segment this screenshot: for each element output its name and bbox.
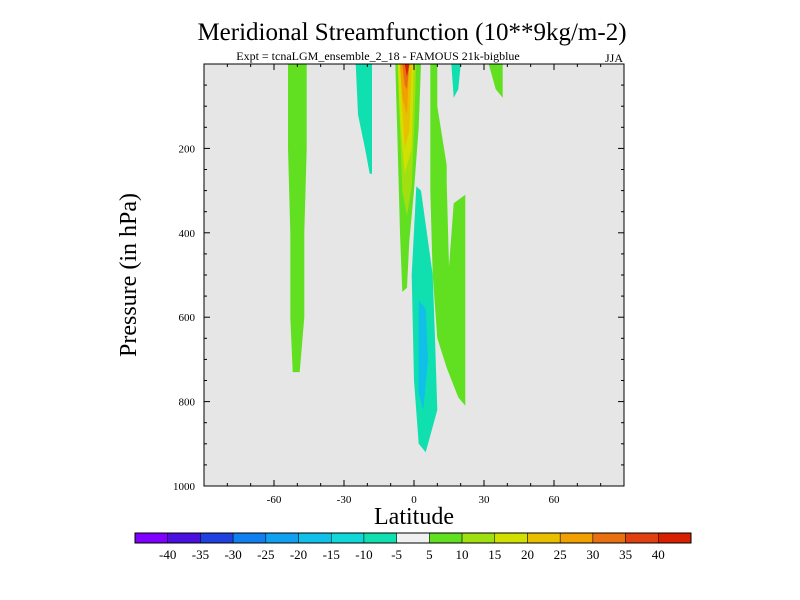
contour-green-cell-15n <box>430 64 466 406</box>
chart-title: Meridional Streamfunction (10**9kg/m-2) <box>197 19 626 46</box>
colorbar-frame <box>134 532 692 544</box>
colorbar-swatch <box>134 532 168 544</box>
colorbar-level-label: 5 <box>426 547 433 562</box>
colorbar-swatch <box>232 532 267 544</box>
y-axis-label: Pressure (in hPa) <box>116 193 142 357</box>
colorbar-swatch <box>298 532 332 544</box>
colorbar-level-label: 35 <box>619 547 632 562</box>
contour-cyan-cell-18n <box>451 64 461 98</box>
colorbar-swatch <box>200 532 234 544</box>
colorbar-level-label: -40 <box>159 547 176 562</box>
colorbar-level-label: -30 <box>224 547 241 562</box>
colorbar-swatch <box>330 532 365 544</box>
contour-negative-core-5n <box>418 300 428 410</box>
x-axis-label: Latitude <box>374 504 454 530</box>
colorbar-level-label: -10 <box>355 547 372 562</box>
colorbar-level-label: 40 <box>652 547 665 562</box>
contour-cyan-cell-25s <box>355 64 372 174</box>
season-label: JJA <box>605 51 623 65</box>
colorbar-swatch <box>167 532 201 544</box>
colorbar-swatch <box>559 532 594 544</box>
colorbar-level-label: -5 <box>391 547 402 562</box>
axes-layer: -60 -30 0 30 60 200 400 600 800 1000 <box>173 63 625 506</box>
colorbar-swatch <box>527 532 561 544</box>
colorbar: -40 -35 -30 -25 -20 -15 -10 -5 5 10 15 20 25 30 35 40 <box>134 532 692 562</box>
contour-green-cell-35n <box>488 64 503 98</box>
colorbar-level-label: 10 <box>456 547 469 562</box>
colorbar-swatch <box>461 532 496 544</box>
colorbar-swatch <box>396 532 430 544</box>
chart-subtitle: Expt = tcnaLGM_ensemble_2_18 - FAMOUS 21… <box>236 49 520 63</box>
colorbar-level-label: 15 <box>488 547 501 562</box>
colorbar-swatch <box>494 532 528 544</box>
colorbar-swatch <box>658 532 692 544</box>
colorbar-level-label: -15 <box>323 547 340 562</box>
y-tick-label: 200 <box>179 143 196 155</box>
y-tick-label: 400 <box>179 228 196 240</box>
x-tick-label: 30 <box>479 494 491 506</box>
colorbar-level-label: 25 <box>554 547 567 562</box>
colorbar-level-label: 30 <box>586 547 599 562</box>
colorbar-level-label: -25 <box>257 547 274 562</box>
y-tick-label: 600 <box>179 312 196 324</box>
colorbar-swatch <box>429 532 463 544</box>
contour-green-band-55s <box>288 64 307 373</box>
y-tick-label: 1000 <box>173 481 196 493</box>
contour-positive-cell-core <box>404 64 410 77</box>
colorbar-level-label: 20 <box>521 547 534 562</box>
y-tick-label: 800 <box>179 397 196 409</box>
colorbar-swatch <box>625 532 659 544</box>
colorbar-level-label: -20 <box>290 547 307 562</box>
colorbar-swatch <box>592 532 626 544</box>
colorbar-swatch <box>265 532 299 544</box>
colorbar-level-label: -35 <box>192 547 209 562</box>
colorbar-swatch <box>363 532 397 544</box>
x-tick-label: 0 <box>411 494 417 506</box>
x-tick-label: 60 <box>549 494 561 506</box>
contour-layer <box>288 64 503 453</box>
x-tick-label: -30 <box>337 494 352 506</box>
x-tick-label: -60 <box>267 494 282 506</box>
